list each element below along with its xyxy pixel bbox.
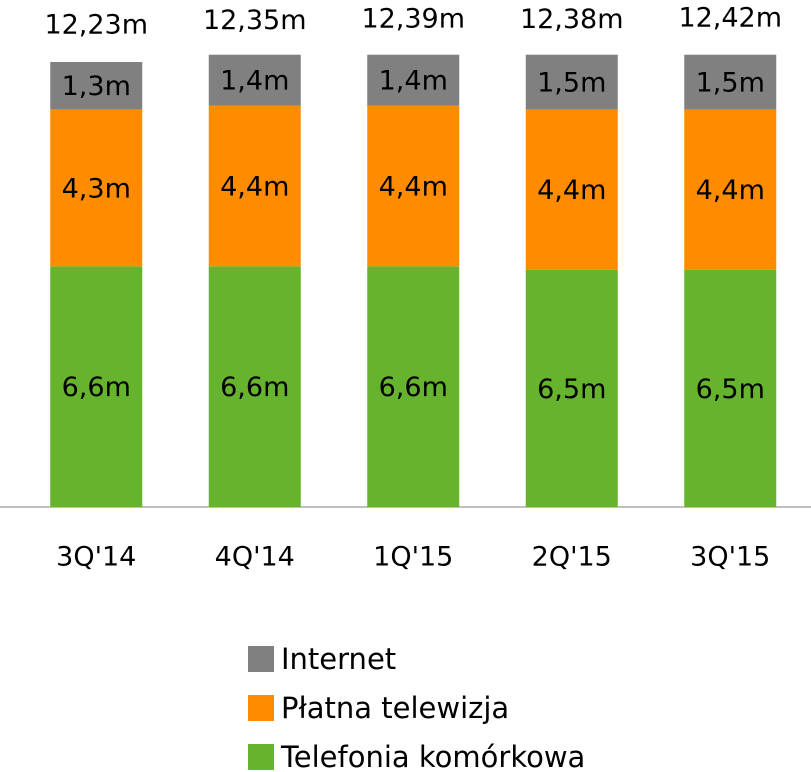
legend-swatch <box>248 744 274 770</box>
bar-segment <box>525 109 618 270</box>
data-label: 6,6m <box>379 372 448 403</box>
legend-label: Płatna telewizja <box>281 691 509 725</box>
bar-segment <box>367 54 460 106</box>
data-label: 4,4m <box>537 175 606 206</box>
data-label: 4,4m <box>220 172 289 203</box>
data-label: 6,5m <box>696 374 765 405</box>
data-label: 6,6m <box>220 372 289 403</box>
bar-segment <box>208 105 301 267</box>
total-label: 12,39m <box>361 4 465 35</box>
data-label: 4,3m <box>62 173 131 204</box>
x-tick-label: 3Q'15 <box>690 542 770 573</box>
x-tick-label: 4Q'14 <box>215 542 295 573</box>
total-label: 12,42m <box>678 2 782 33</box>
bar-segment <box>50 266 143 507</box>
data-label: 4,4m <box>696 175 765 206</box>
bar-segment <box>684 269 777 507</box>
data-label: 1,3m <box>62 71 131 102</box>
legend-swatch <box>248 646 274 672</box>
legend-swatch <box>248 695 274 721</box>
total-label: 12,38m <box>520 4 624 35</box>
bar-segment <box>50 62 143 110</box>
bar-segment <box>367 105 460 267</box>
data-label: 6,6m <box>62 372 131 403</box>
data-label: 1,5m <box>696 68 765 99</box>
bar-segment <box>684 109 777 270</box>
bar-segment <box>367 266 460 507</box>
total-label: 12,35m <box>203 5 307 36</box>
data-label: 4,4m <box>379 172 448 203</box>
bar-segment <box>525 269 618 507</box>
legend-label: Telefonia komórkowa <box>280 740 585 772</box>
data-label: 1,5m <box>537 68 606 99</box>
total-label: 12,23m <box>44 9 148 40</box>
x-tick-label: 3Q'14 <box>56 542 136 573</box>
data-label: 6,5m <box>537 374 606 405</box>
bar-segment <box>208 266 301 507</box>
x-tick-label: 1Q'15 <box>373 542 453 573</box>
legend-label: Internet <box>281 642 396 676</box>
data-label: 1,4m <box>220 66 289 97</box>
x-tick-label: 2Q'15 <box>532 542 612 573</box>
bar-segment <box>50 109 143 267</box>
data-label: 1,4m <box>379 66 448 97</box>
bar-segment <box>208 54 301 106</box>
bar-segment <box>684 54 777 110</box>
bar-segment <box>525 54 618 110</box>
